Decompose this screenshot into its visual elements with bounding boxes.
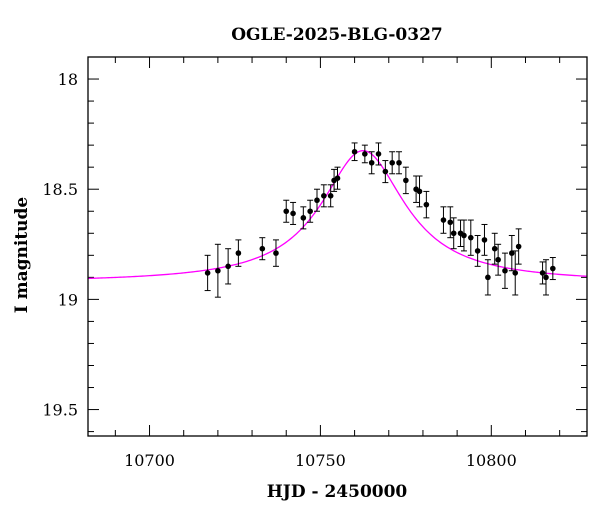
data-point xyxy=(313,188,320,212)
y-tick-label: 18.5 xyxy=(42,180,78,199)
data-point xyxy=(361,144,368,164)
data-point xyxy=(549,257,556,281)
data-point xyxy=(272,239,279,267)
data-point xyxy=(484,259,491,296)
point-marker xyxy=(235,250,242,256)
data-point xyxy=(320,184,327,208)
data-point xyxy=(542,259,549,296)
data-point xyxy=(396,151,403,175)
point-marker xyxy=(447,219,454,226)
point-marker xyxy=(491,245,498,252)
x-tick-label: 10800 xyxy=(466,451,517,470)
data-point xyxy=(327,184,334,208)
chart-title: OGLE-2025-BLG-0327 xyxy=(231,25,443,45)
point-marker xyxy=(450,230,457,237)
data-point xyxy=(375,142,382,166)
point-marker xyxy=(403,177,409,184)
data-point xyxy=(416,175,423,208)
data-point xyxy=(290,201,297,225)
point-marker xyxy=(550,265,556,272)
y-tick-label: 18 xyxy=(58,70,78,89)
point-marker xyxy=(389,159,395,166)
point-marker xyxy=(461,232,467,239)
point-marker xyxy=(307,208,313,215)
point-marker xyxy=(467,234,474,241)
point-marker xyxy=(368,159,375,166)
point-marker xyxy=(509,250,515,256)
point-marker xyxy=(396,159,402,166)
data-point xyxy=(460,219,467,252)
data-point xyxy=(334,166,341,190)
point-marker xyxy=(259,245,266,252)
data-point xyxy=(235,239,242,267)
y-axis-label: I magnitude xyxy=(12,197,32,314)
point-marker xyxy=(512,270,519,276)
data-point xyxy=(389,151,396,175)
data-points xyxy=(204,142,556,298)
point-marker xyxy=(327,193,334,199)
tick-labels: 10700 10750 10800 18 18.5 19 19.5 xyxy=(42,70,516,470)
point-marker xyxy=(204,270,211,276)
data-point xyxy=(307,199,314,223)
data-point xyxy=(300,206,307,230)
point-marker xyxy=(362,151,368,157)
point-marker xyxy=(321,193,327,199)
point-marker xyxy=(515,243,522,250)
point-marker xyxy=(382,168,389,175)
point-marker xyxy=(423,201,430,208)
point-marker xyxy=(375,151,382,157)
point-marker xyxy=(543,274,549,281)
data-point xyxy=(474,234,481,267)
data-point xyxy=(450,217,457,250)
data-point xyxy=(423,190,430,219)
plot-frame xyxy=(87,56,588,437)
point-marker xyxy=(334,175,341,181)
data-point xyxy=(259,237,266,261)
data-point xyxy=(539,261,546,285)
y-tick-label: 19.5 xyxy=(42,401,78,420)
data-point xyxy=(351,142,358,162)
axis-ticks xyxy=(88,56,587,436)
point-marker xyxy=(474,248,481,254)
point-marker xyxy=(300,215,307,221)
point-marker xyxy=(351,148,358,155)
data-point xyxy=(225,248,232,285)
point-marker xyxy=(485,274,491,281)
point-marker xyxy=(225,263,231,270)
point-marker xyxy=(416,188,423,195)
data-point xyxy=(508,234,515,272)
point-marker xyxy=(539,270,546,276)
point-marker xyxy=(495,256,501,263)
data-point xyxy=(501,252,508,289)
x-tick-label: 10750 xyxy=(295,451,346,470)
point-marker xyxy=(314,197,320,204)
y-tick-label: 19 xyxy=(58,290,78,309)
data-point xyxy=(331,168,338,192)
point-marker xyxy=(283,208,290,215)
data-point xyxy=(481,223,488,256)
x-axis-label: HJD - 2450000 xyxy=(267,482,408,502)
data-point xyxy=(214,243,221,298)
data-point xyxy=(512,250,519,296)
data-point xyxy=(491,232,498,265)
data-point xyxy=(204,254,211,292)
data-point xyxy=(467,219,474,256)
data-point xyxy=(402,166,409,195)
data-point xyxy=(368,151,375,175)
point-marker xyxy=(440,217,447,223)
point-marker xyxy=(273,250,279,256)
data-point xyxy=(495,243,502,276)
point-marker xyxy=(481,237,488,243)
data-point xyxy=(515,228,522,265)
data-point xyxy=(440,206,447,234)
point-marker xyxy=(502,267,508,274)
data-point xyxy=(447,206,454,239)
point-marker xyxy=(215,267,221,274)
point-marker xyxy=(290,210,296,217)
data-point xyxy=(283,199,290,223)
data-point xyxy=(382,160,389,184)
x-tick-label: 10700 xyxy=(124,451,175,470)
